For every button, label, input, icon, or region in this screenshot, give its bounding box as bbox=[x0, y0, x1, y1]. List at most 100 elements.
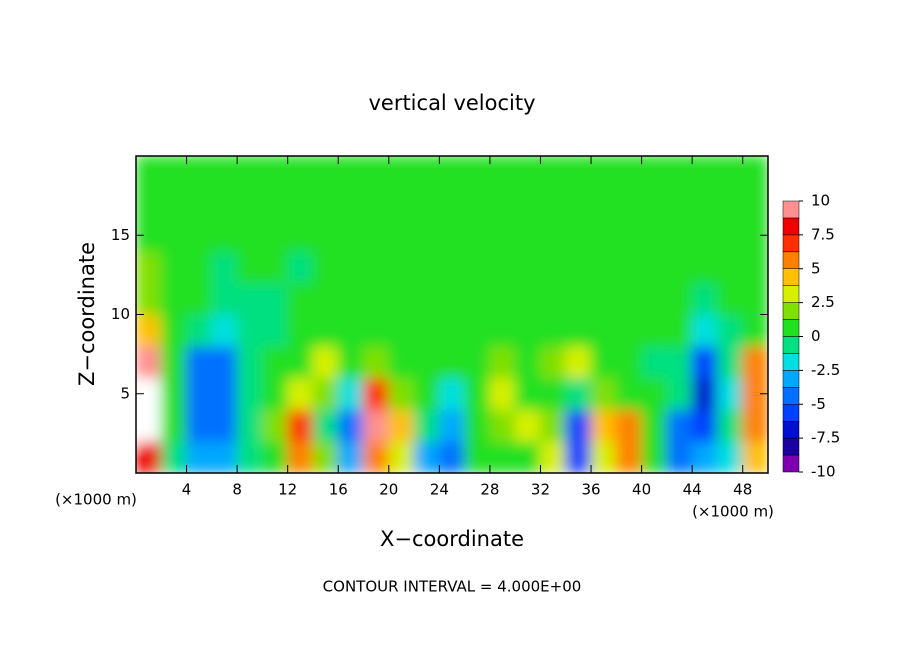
cell bbox=[565, 314, 592, 347]
cell bbox=[337, 218, 365, 252]
cell bbox=[615, 187, 643, 220]
cell bbox=[590, 187, 617, 220]
cell bbox=[211, 345, 238, 379]
cell bbox=[691, 377, 718, 411]
x-tick-label: 8 bbox=[232, 481, 242, 499]
cell bbox=[312, 409, 339, 442]
cell bbox=[539, 156, 567, 189]
cell bbox=[186, 218, 213, 252]
cell bbox=[565, 156, 592, 189]
x-tick-label: 36 bbox=[581, 481, 600, 499]
y-axis-label: Z−coordinate bbox=[75, 242, 99, 386]
colorbar-label: -5 bbox=[811, 395, 826, 413]
cell bbox=[590, 218, 617, 252]
cell bbox=[691, 314, 718, 347]
colorbar-label: -2.5 bbox=[811, 361, 840, 379]
cell bbox=[160, 187, 188, 220]
cell bbox=[388, 218, 415, 252]
cell bbox=[539, 409, 567, 442]
cell bbox=[615, 409, 643, 442]
cell bbox=[742, 187, 768, 220]
cell bbox=[236, 218, 263, 252]
cell bbox=[363, 187, 390, 220]
cell bbox=[691, 440, 718, 473]
cell bbox=[464, 377, 491, 411]
cell bbox=[363, 377, 390, 411]
field bbox=[136, 156, 768, 473]
colorbar-label: 5 bbox=[811, 259, 821, 277]
cell bbox=[464, 156, 491, 189]
cell bbox=[413, 187, 440, 220]
cell bbox=[287, 345, 314, 379]
cell bbox=[160, 440, 188, 473]
cell bbox=[438, 409, 466, 442]
cell bbox=[388, 282, 415, 315]
cell bbox=[236, 314, 263, 347]
cell bbox=[716, 314, 744, 347]
colorbar-swatch bbox=[782, 404, 800, 422]
cell bbox=[615, 377, 643, 411]
cell bbox=[186, 377, 213, 411]
cell bbox=[590, 282, 617, 315]
colorbar-label: -10 bbox=[811, 463, 836, 481]
cell bbox=[615, 314, 643, 347]
cell bbox=[514, 314, 541, 347]
cell bbox=[211, 409, 238, 442]
cell bbox=[641, 187, 668, 220]
x-tick-label: 16 bbox=[329, 481, 348, 499]
x-tick-label: 48 bbox=[733, 481, 752, 499]
cell bbox=[514, 440, 541, 473]
cell bbox=[211, 250, 238, 284]
cell bbox=[489, 314, 516, 347]
cell bbox=[615, 440, 643, 473]
cell bbox=[287, 314, 314, 347]
cell bbox=[489, 409, 516, 442]
cell bbox=[160, 218, 188, 252]
cell bbox=[211, 187, 238, 220]
cell bbox=[413, 440, 440, 473]
cell bbox=[590, 440, 617, 473]
cell bbox=[337, 409, 365, 442]
cell bbox=[489, 440, 516, 473]
cell bbox=[337, 156, 365, 189]
cell bbox=[236, 250, 263, 284]
cell bbox=[388, 187, 415, 220]
cell bbox=[337, 440, 365, 473]
cell bbox=[691, 187, 718, 220]
cell bbox=[160, 377, 188, 411]
cell bbox=[236, 282, 263, 315]
cell bbox=[565, 377, 592, 411]
x-tick-label: 4 bbox=[182, 481, 192, 499]
cell bbox=[464, 218, 491, 252]
cell bbox=[413, 250, 440, 284]
cell bbox=[261, 409, 289, 442]
cell bbox=[211, 377, 238, 411]
cell bbox=[514, 377, 541, 411]
cell bbox=[261, 250, 289, 284]
cell bbox=[312, 282, 339, 315]
cell bbox=[464, 250, 491, 284]
cell bbox=[261, 314, 289, 347]
cell bbox=[539, 282, 567, 315]
cell bbox=[489, 187, 516, 220]
cell bbox=[438, 187, 466, 220]
colorbar-swatch bbox=[782, 234, 800, 253]
cells bbox=[136, 156, 768, 473]
cell bbox=[691, 345, 718, 379]
cell bbox=[337, 377, 365, 411]
colorbar-label: 0 bbox=[811, 327, 821, 345]
cell bbox=[413, 345, 440, 379]
cell bbox=[514, 409, 541, 442]
cell bbox=[742, 250, 768, 284]
cell bbox=[363, 250, 390, 284]
cell bbox=[464, 187, 491, 220]
cell bbox=[363, 440, 390, 473]
cell bbox=[539, 218, 567, 252]
cell bbox=[539, 250, 567, 284]
cell bbox=[742, 314, 768, 347]
x-tick-label: 24 bbox=[430, 481, 449, 499]
cell bbox=[464, 314, 491, 347]
cell bbox=[160, 250, 188, 284]
cell bbox=[742, 156, 768, 189]
cell bbox=[413, 156, 440, 189]
